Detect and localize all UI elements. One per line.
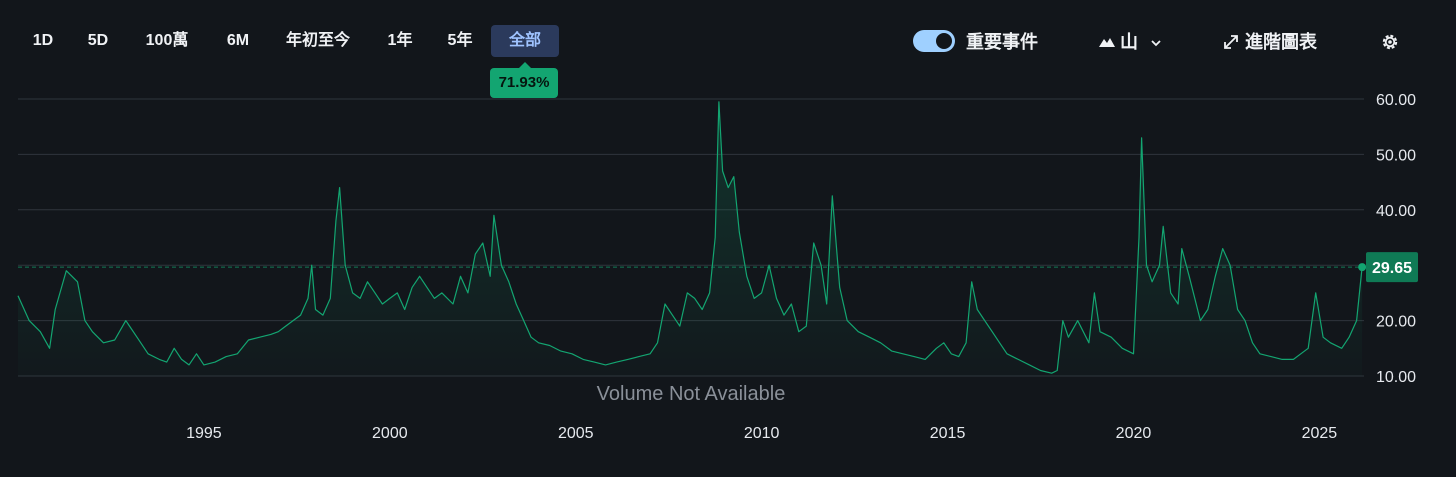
events-toggle[interactable] — [913, 30, 955, 52]
range-all-button[interactable]: 全部 — [491, 25, 559, 57]
series-line — [17, 101, 1363, 374]
chart-style-label: 山 — [1120, 32, 1138, 52]
chart-style-dropdown[interactable]: 山 — [1096, 28, 1166, 56]
change-percent-badge: 71.93% — [490, 62, 558, 98]
y-tick-label-60: 60.00 — [1376, 92, 1416, 109]
last-point-marker — [1358, 263, 1367, 272]
x-tick-label-2020: 2020 — [1116, 425, 1152, 442]
range-1y-button[interactable]: 1年 — [387, 32, 413, 49]
range-6m-button[interactable]: 6M — [226, 32, 250, 49]
x-tick-label-2000: 2000 — [372, 425, 408, 442]
y-tick-label-40: 40.00 — [1376, 203, 1416, 220]
mountain-icon — [1099, 38, 1115, 47]
gear-icon[interactable] — [1380, 32, 1400, 52]
expand-icon — [1224, 35, 1238, 49]
toggle-knob — [936, 33, 952, 49]
chevron-down-icon — [1151, 40, 1161, 47]
range-1d-button[interactable]: 1D — [32, 32, 54, 49]
last-value-badge — [1366, 252, 1418, 283]
y-tick-label-20: 20.00 — [1376, 314, 1416, 331]
price-chart[interactable]: 60.00 50.00 40.00 20.00 10.00 29.65 1995 2000 2… — [0, 80, 1456, 472]
volume-message: Volume Not Available — [597, 383, 786, 405]
events-toggle-label: 重要事件 — [966, 32, 1038, 52]
range-100w-button[interactable]: 100萬 — [145, 32, 189, 49]
range-5d-button[interactable]: 5D — [87, 32, 109, 49]
last-value-label: 29.65 — [1372, 260, 1412, 277]
x-tick-label-1995: 1995 — [186, 425, 222, 442]
range-5y-button[interactable]: 5年 — [447, 32, 473, 49]
x-tick-label-2015: 2015 — [930, 425, 966, 442]
chart-area[interactable]: 60.00 50.00 40.00 20.00 10.00 29.65 1995 2000 2… — [0, 80, 1456, 472]
advanced-chart-button[interactable]: 進階圖表 — [1220, 28, 1330, 56]
x-tick-label-2010: 2010 — [744, 425, 780, 442]
x-tick-label-2025: 2025 — [1302, 425, 1338, 442]
y-tick-label-10: 10.00 — [1376, 369, 1416, 386]
toolbar: 1D 5D 100萬 6M 年初至今 1年 5年 全部 71.93% 重要事件 … — [0, 0, 1456, 98]
series-area-fill — [18, 101, 1363, 377]
advanced-chart-label: 進階圖表 — [1245, 32, 1317, 52]
x-tick-label-2005: 2005 — [558, 425, 594, 442]
y-tick-label-50: 50.00 — [1376, 147, 1416, 164]
range-ytd-button[interactable]: 年初至今 — [285, 32, 350, 49]
